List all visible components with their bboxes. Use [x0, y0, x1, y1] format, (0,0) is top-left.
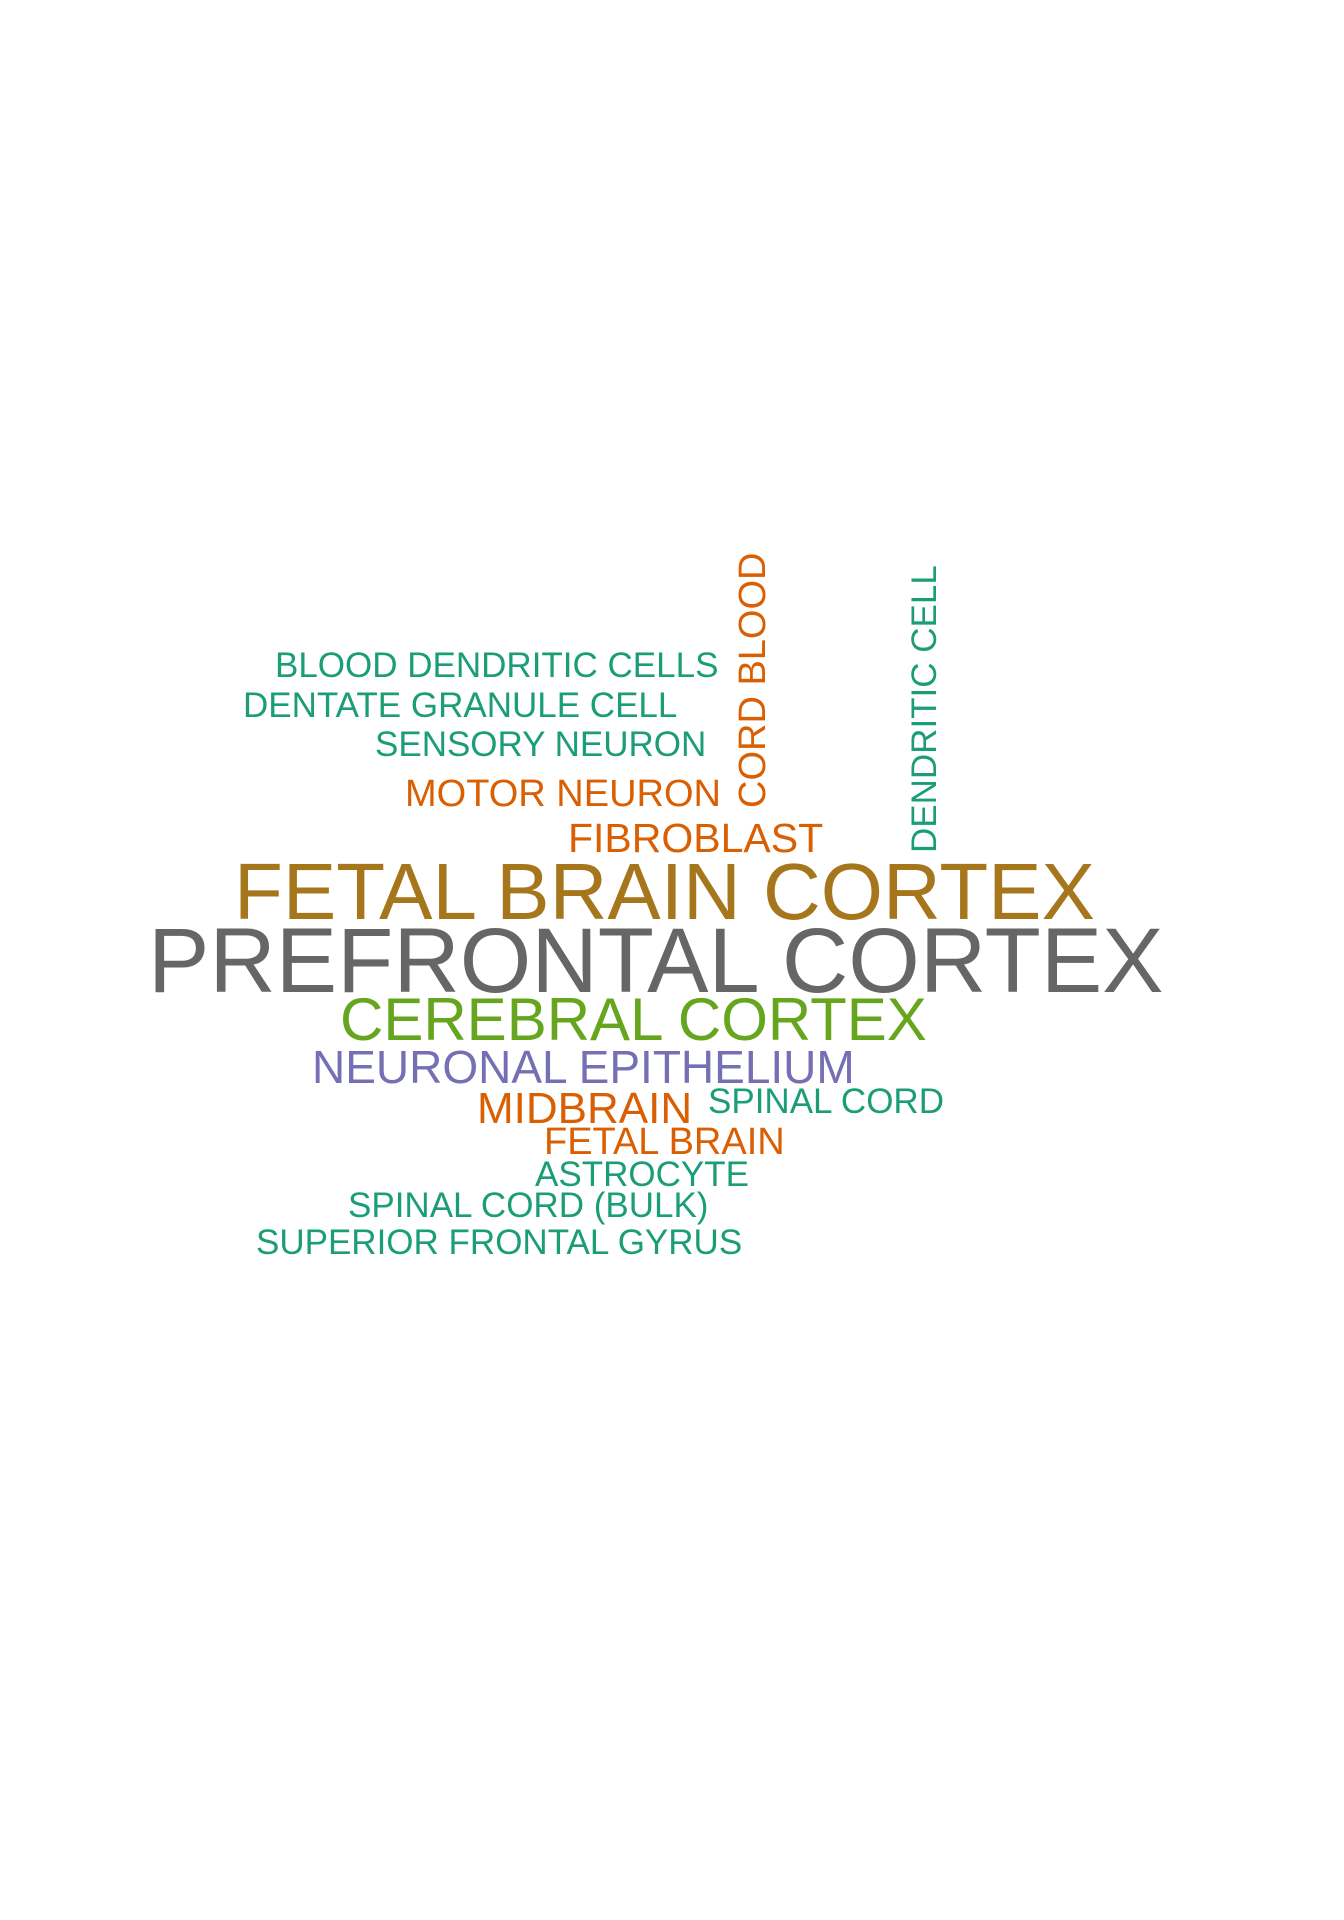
word-neuronal-epithelium: NEURONAL EPITHELIUM [312, 1041, 855, 1093]
word-spinal-cord-bulk: SPINAL CORD (BULK) [348, 1186, 709, 1225]
word-motor-neuron: MOTOR NEURON [405, 773, 721, 815]
word-fibroblast: FIBROBLAST [568, 815, 824, 861]
word-dendritic-cell: DENDRITIC CELL [905, 565, 944, 853]
word-fetal-brain-cortex: FETAL BRAIN CORTEX [234, 847, 1095, 936]
word-cord-blood: CORD BLOOD [732, 552, 774, 808]
word-midbrain: MIDBRAIN [477, 1084, 693, 1133]
word-astrocyte: ASTROCYTE [535, 1155, 749, 1194]
word-dentate-granule-cell: DENTATE GRANULE CELL [243, 686, 678, 725]
word-sensory-neuron: SENSORY NEURON [375, 725, 707, 764]
word-blood-dendritic-cells: BLOOD DENDRITIC CELLS [275, 646, 719, 685]
word-superior-frontal-gyrus: SUPERIOR FRONTAL GYRUS [256, 1223, 743, 1262]
word-cerebral-cortex: CEREBRAL CORTEX [340, 986, 927, 1053]
word-spinal-cord: SPINAL CORD [708, 1082, 944, 1121]
word-prefrontal-cortex: PREFRONTAL CORTEX [148, 910, 1164, 1012]
word-fetal-brain: FETAL BRAIN [544, 1121, 785, 1163]
